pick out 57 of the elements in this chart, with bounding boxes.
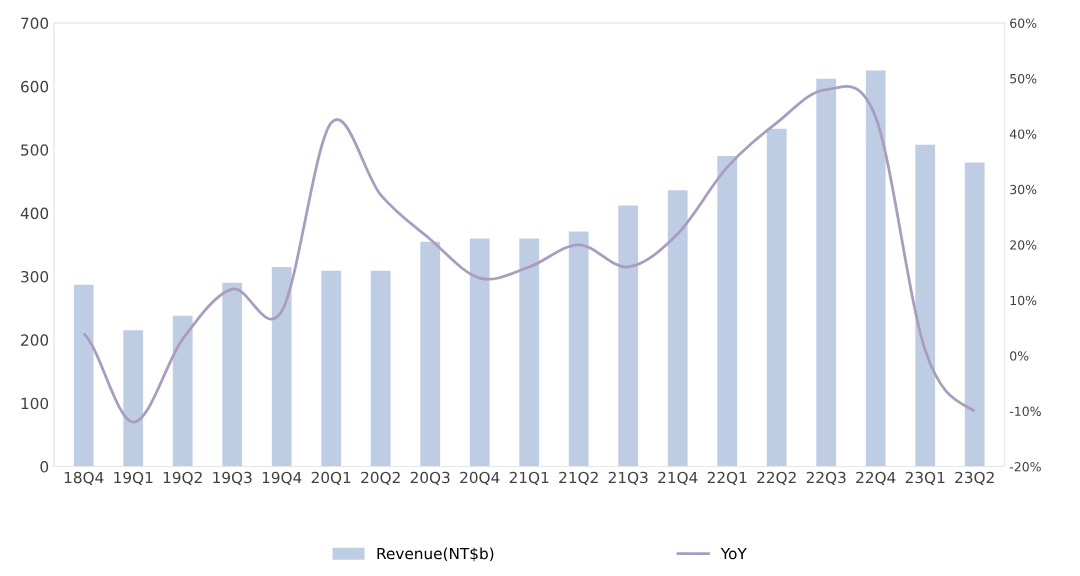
bar xyxy=(964,162,985,467)
x-tick-label: 20Q2 xyxy=(361,471,400,485)
x-tick-label: 19Q4 xyxy=(262,471,302,485)
x-tick-label: 19Q1 xyxy=(114,471,153,485)
bar xyxy=(915,144,936,467)
y2-tick-label: 40% xyxy=(1009,129,1037,139)
y2-tick-label: 60% xyxy=(1010,18,1037,28)
bar xyxy=(865,70,886,467)
y2-tick-label: 20% xyxy=(1010,240,1037,250)
bar xyxy=(469,238,490,467)
y2-tick-label: -20% xyxy=(1009,462,1041,472)
y-tick-label: 500 xyxy=(21,144,49,156)
x-tick-label: 20Q3 xyxy=(410,471,450,485)
y-tick-label: 200 xyxy=(21,334,49,346)
bar xyxy=(370,270,391,467)
y-tick-label: 600 xyxy=(21,80,49,93)
x-tick-label: 22Q4 xyxy=(856,471,896,485)
bar xyxy=(172,315,193,467)
bar xyxy=(766,128,787,467)
bar xyxy=(321,270,342,467)
legend-label: Revenue(NT$b) xyxy=(377,547,494,562)
y2-tick-label: 0% xyxy=(1010,351,1029,361)
x-tick-label: 21Q2 xyxy=(559,471,598,485)
y-tick-label: 400 xyxy=(20,207,49,220)
bar xyxy=(420,241,441,467)
x-tick-label: 19Q2 xyxy=(163,471,202,485)
bar xyxy=(519,238,540,467)
x-tick-label: 21Q4 xyxy=(658,471,698,485)
bar xyxy=(717,156,738,467)
y-tick-label: 100 xyxy=(21,397,49,410)
bar xyxy=(568,231,589,467)
y2-tick-label: 30% xyxy=(1010,184,1037,195)
y-tick-label: 0 xyxy=(40,461,49,473)
bar xyxy=(667,190,688,467)
x-tick-label: 22Q3 xyxy=(806,471,846,485)
bar xyxy=(271,266,292,467)
bar xyxy=(73,284,94,467)
x-tick-label: 22Q2 xyxy=(757,471,796,485)
y-tick-label: 700 xyxy=(21,17,49,30)
bar xyxy=(123,330,144,467)
x-tick-label: 18Q4 xyxy=(64,471,104,485)
x-tick-label: 20Q4 xyxy=(460,471,500,485)
bar xyxy=(816,78,837,467)
bar xyxy=(222,282,243,467)
x-tick-label: 20Q1 xyxy=(311,471,351,485)
bar xyxy=(618,205,639,467)
x-tick-label: 21Q3 xyxy=(608,471,648,485)
x-tick-label: 19Q3 xyxy=(213,471,252,485)
y2-tick-label: 50% xyxy=(1010,73,1037,84)
x-tick-label: 23Q1 xyxy=(905,471,945,485)
y2-tick-label: 10% xyxy=(1010,295,1037,306)
y2-tick-label: -10% xyxy=(1009,406,1041,417)
x-tick-label: 21Q1 xyxy=(509,471,549,485)
y-tick-label: 300 xyxy=(21,270,49,283)
legend-label: YoY xyxy=(720,547,747,560)
x-tick-label: 22Q1 xyxy=(707,471,747,485)
x-tick-label: 23Q2 xyxy=(955,471,994,485)
